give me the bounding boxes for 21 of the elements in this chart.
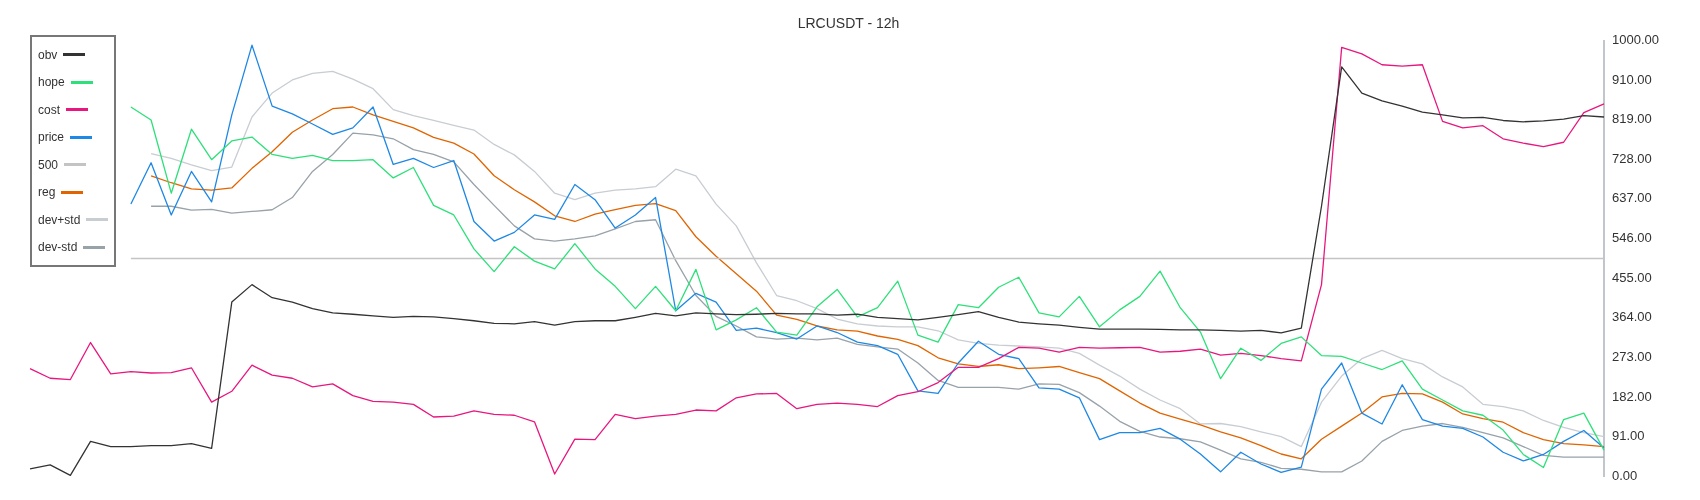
y-tick-label: 546.00 (1612, 230, 1652, 246)
y-tick-label: 1000.00 (1612, 32, 1660, 48)
y-tick-label: 455.00 (1612, 269, 1652, 285)
y-tick-label: 728.00 (1612, 150, 1652, 166)
y-tick-label: 0.00 (1612, 467, 1638, 483)
legend-label: obv (38, 47, 58, 62)
y-tick-label: 182.00 (1612, 388, 1652, 404)
legend-label: price (38, 130, 65, 145)
legend-label: 500 (38, 157, 59, 172)
legend-label: hope (38, 75, 65, 90)
y-tick-label: 637.00 (1612, 190, 1652, 206)
y-tick-label: 910.00 (1612, 71, 1652, 87)
y-tick-label: 273.00 (1612, 348, 1652, 364)
chart-title: LRCUSDT - 12h (797, 15, 900, 32)
legend-label: dev-std (38, 240, 78, 255)
y-tick-label: 819.00 (1612, 111, 1652, 127)
legend-label: dev+std (38, 212, 81, 227)
legend-label: reg (38, 185, 56, 200)
y-tick-label: 364.00 (1612, 309, 1652, 325)
y-tick-label: 91.00 (1612, 428, 1645, 444)
legend-label: cost (38, 102, 61, 117)
